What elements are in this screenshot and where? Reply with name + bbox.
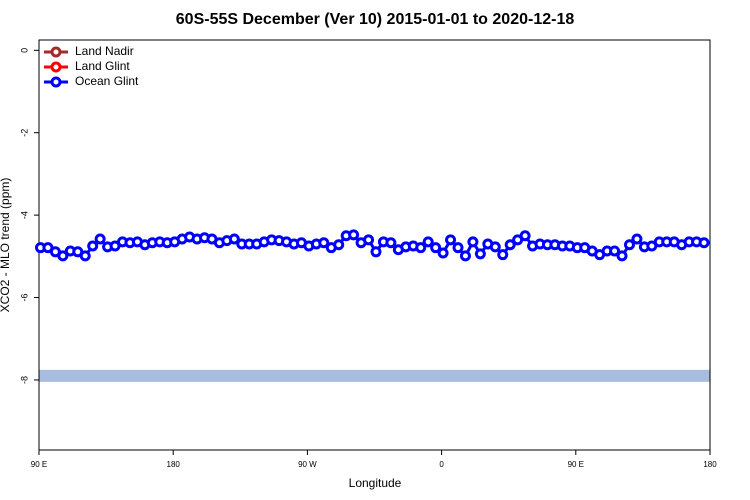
series-point <box>519 230 531 242</box>
x-axis-label: Longitude <box>349 476 402 490</box>
series-point <box>497 249 509 261</box>
series-point <box>333 239 345 251</box>
series-point <box>698 237 710 249</box>
series-point <box>452 242 464 254</box>
series-point <box>631 233 643 245</box>
series-point <box>616 250 628 262</box>
series-point <box>318 237 330 249</box>
series-point <box>467 236 479 248</box>
series-point <box>87 240 99 252</box>
chart-title: 60S-55S December (Ver 10) 2015-01-01 to … <box>176 11 575 28</box>
y-axis-label: XCO2 - MLO trend (ppm) <box>0 178 12 313</box>
series-point <box>415 242 427 254</box>
x-tick-label: 90 W <box>298 460 317 469</box>
series-point <box>609 245 621 257</box>
series-point <box>504 239 516 251</box>
legend-marker <box>50 76 62 88</box>
y-tick-label: 0 <box>19 48 29 53</box>
series-point <box>430 242 442 254</box>
series-point <box>348 229 360 241</box>
series-point <box>437 247 449 259</box>
series-point <box>422 236 434 248</box>
series-point <box>363 234 375 246</box>
x-tick-label: 0 <box>439 460 444 469</box>
x-tick-label: 180 <box>703 460 717 469</box>
series-point <box>489 241 501 253</box>
series-point <box>57 250 69 262</box>
reference-band <box>39 369 710 382</box>
legend-marker <box>50 46 62 58</box>
x-tick-label: 180 <box>167 460 181 469</box>
y-tick-label: -4 <box>19 211 29 219</box>
x-tick-label: 90 E <box>31 460 47 469</box>
x-tick-label: 90 E <box>568 460 584 469</box>
series-point <box>94 233 106 245</box>
legend-marker <box>50 61 62 73</box>
series-point <box>370 246 382 258</box>
series-point <box>445 234 457 246</box>
series-point <box>459 250 471 262</box>
y-tick-label: -2 <box>19 129 29 137</box>
y-tick-label: -6 <box>19 294 29 302</box>
series-point <box>385 237 397 249</box>
series-point <box>623 239 635 251</box>
legend-label: Land Nadir <box>75 44 134 58</box>
series-point <box>474 248 486 260</box>
y-tick-label: -8 <box>19 376 29 384</box>
legend-label: Land Glint <box>75 59 130 73</box>
series-point <box>228 233 240 245</box>
series-point <box>79 250 91 262</box>
legend-label: Ocean Glint <box>75 74 139 88</box>
